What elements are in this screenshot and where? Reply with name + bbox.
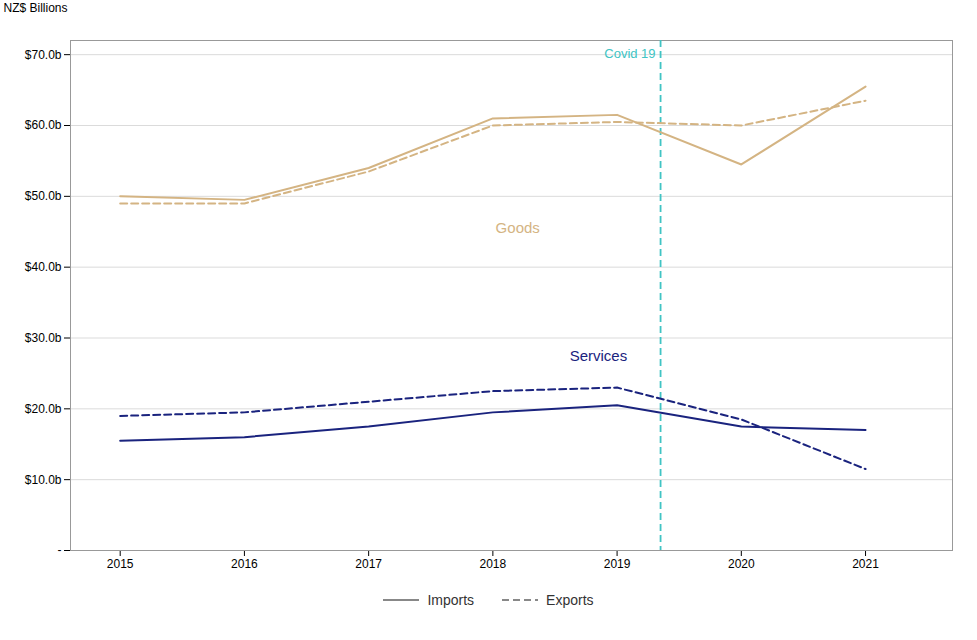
svg-text:2018: 2018 [480, 557, 507, 571]
svg-text:2016: 2016 [231, 557, 258, 571]
svg-text:2021: 2021 [852, 557, 879, 571]
svg-text:2015: 2015 [107, 557, 134, 571]
svg-text:Covid 19: Covid 19 [604, 46, 655, 61]
svg-text:$30.0b: $30.0b [25, 331, 62, 345]
svg-text:-: - [58, 543, 62, 557]
svg-text:2020: 2020 [728, 557, 755, 571]
svg-text:$70.0b: $70.0b [25, 48, 62, 62]
svg-text:$20.0b: $20.0b [25, 402, 62, 416]
svg-text:$50.0b: $50.0b [25, 189, 62, 203]
svg-text:$60.0b: $60.0b [25, 118, 62, 132]
svg-text:2019: 2019 [604, 557, 631, 571]
svg-text:2017: 2017 [355, 557, 382, 571]
svg-text:$10.0b: $10.0b [25, 473, 62, 487]
svg-text:Goods: Goods [496, 219, 540, 236]
html-text:Exports: Exports [546, 592, 594, 608]
svg-text:Services: Services [570, 347, 628, 364]
svg-text:$40.0b: $40.0b [25, 260, 62, 274]
svg-text:NZ$ Billions: NZ$ Billions [4, 1, 68, 15]
html-text:Imports: Imports [427, 592, 475, 608]
